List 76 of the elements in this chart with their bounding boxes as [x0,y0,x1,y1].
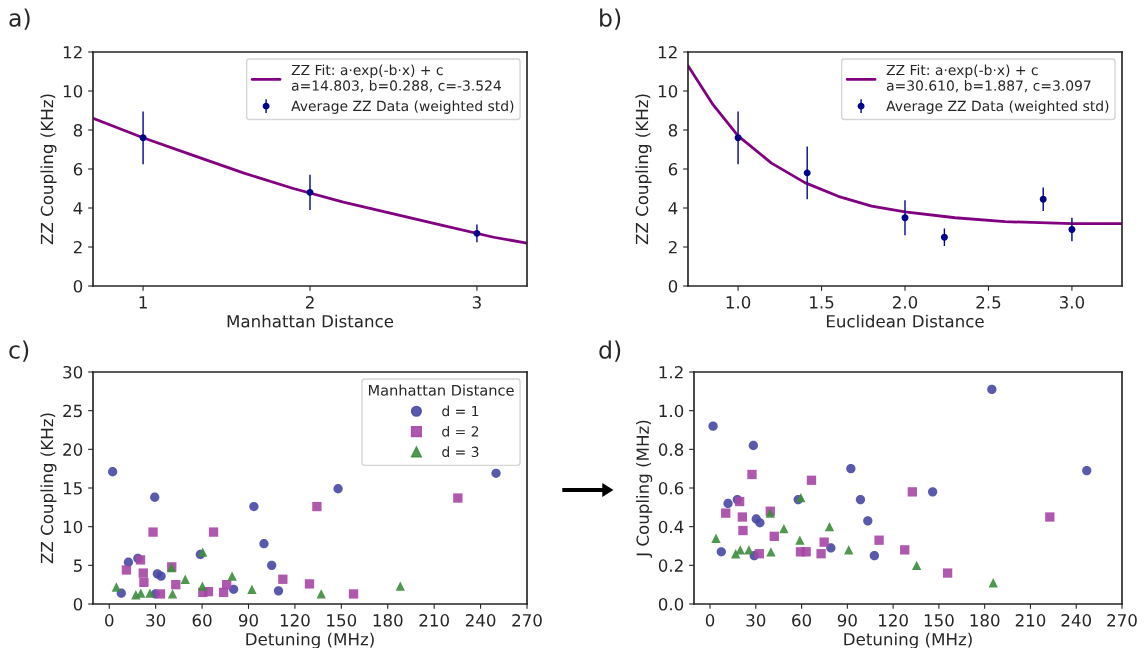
x-axis-title: Euclidean Distance [826,314,984,328]
y-tick-label: 30 [63,365,83,379]
y-tick-label: 1.0 [659,404,684,418]
x-tick-label: 2.5 [976,296,1001,309]
x-axis-title: Manhattan Distance [227,314,394,328]
text: a) [9,8,30,30]
y-tick-label: 0.0 [658,597,684,611]
y-tick-label: 10 [658,84,678,98]
legend-label: d = 2 [442,425,479,437]
y-tick-label: 10 [63,520,83,534]
x-tick-label: 150 [327,614,357,627]
y-tick-label: 0 [73,279,83,293]
legend-label: Average ZZ Data (weighted std) [291,100,514,114]
y-tick-label: 4 [668,202,678,215]
y-tick-label: 20 [63,443,83,456]
y-tick-label: 15 [63,482,82,495]
y-tick-label: 0 [73,597,83,611]
x-tick-label: 0 [705,614,715,627]
x-tick-label: 180 [970,614,1000,627]
y-tick-label: 6 [73,162,83,176]
x-tick-label: 270 [1107,614,1137,627]
y-tick-label: 2 [668,240,677,254]
y-tick-label: 0.4 [658,520,684,534]
x-tick-label: 210 [419,614,449,627]
x-tick-label: 270 [512,614,542,627]
x-tick-label: 90 [238,614,258,627]
x-tick-label: 180 [373,614,403,627]
y-tick-label: 12 [63,45,82,59]
y-tick-label: 0 [668,279,678,293]
x-axis-title: Detuning (MHz) [844,632,972,648]
x-tick-label: 150 [924,614,954,627]
y-tick-label: 12 [658,45,677,59]
text: d) [599,340,621,362]
x-tick-label: 60 [792,614,812,627]
x-tick-label: 30 [146,614,166,627]
y-tick-label: 8 [73,123,83,137]
y-axis-title: J Coupling (MHz) [636,420,653,558]
legend-title: Manhattan Distance [368,384,514,396]
x-tick-label: 3.0 [1059,296,1085,309]
x-tick-label: 120 [879,614,908,627]
legend-label: d = 3 [442,446,479,458]
legend-label: d = 1 [442,405,479,417]
y-tick-label: 6 [668,162,678,176]
y-tick-label: 0.6 [658,481,684,495]
y-tick-label: 8 [668,123,678,137]
x-tick-label: 1 [139,296,147,309]
x-tick-label: 3 [472,296,481,309]
y-axis-title: ZZ Coupling (KHz) [40,94,57,245]
y-axis-title: ZZ Coupling (KHz) [40,413,57,564]
y-tick-label: 0.2 [658,559,683,572]
x-tick-label: 240 [465,614,496,627]
x-axis-title: Detuning (MHz) [246,632,374,648]
legend-label: ZZ Fit: a·exp(-b·x) + c a=14.803, b=0.288, c=-3.524 [291,64,501,93]
x-tick-label: 1.5 [810,296,834,309]
x-tick-label: 90 [837,614,857,627]
y-axis-title: ZZ Coupling (KHz) [635,94,652,245]
x-tick-label: 120 [280,614,310,627]
x-tick-label: 2.0 [892,296,918,309]
x-tick-label: 210 [1015,614,1046,627]
x-tick-label: 2 [305,296,314,309]
y-tick-label: 2 [73,240,82,254]
x-tick-label: 0 [105,614,114,627]
y-tick-label: 10 [63,84,83,98]
y-tick-label: 5 [73,559,82,572]
x-tick-label: 60 [192,614,212,627]
text: b) [600,8,621,30]
x-tick-label: 1.0 [726,296,751,309]
y-tick-label: 0.8 [658,443,684,456]
x-tick-label: 30 [746,614,766,627]
y-tick-label: 4 [73,202,83,215]
y-tick-label: 25 [63,404,82,418]
legend-label: ZZ Fit: a·exp(-b·x) + c a=30.610, b=1.887, c=3.097 [886,64,1091,93]
x-tick-label: 240 [1061,614,1092,627]
y-tick-label: 1.2 [659,365,683,379]
text: c) [9,340,29,362]
legend-label: Average ZZ Data (weighted std) [886,100,1109,114]
